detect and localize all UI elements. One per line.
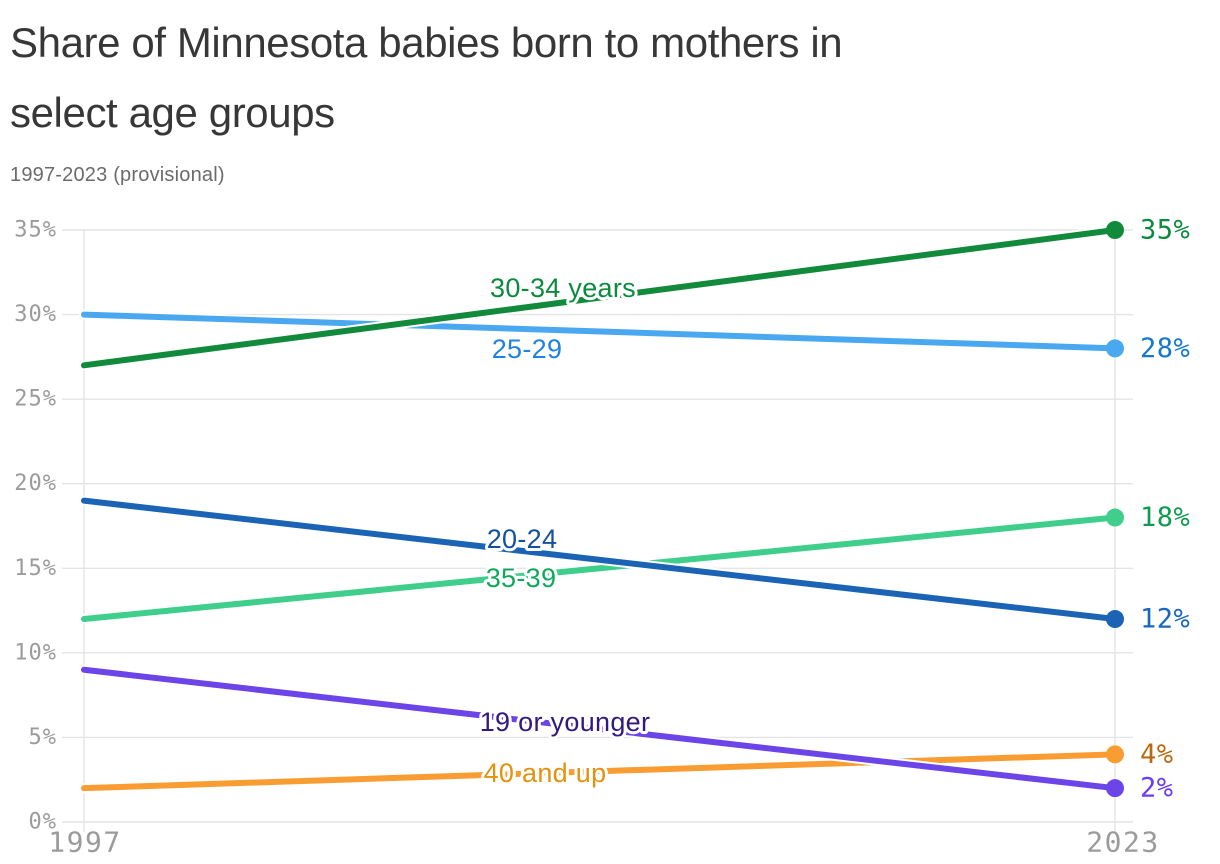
series-line-19-or-younger: [81, 666, 1118, 792]
y-tick-label-30: 30%: [14, 302, 57, 327]
series-label-40-and-up: 40 and up: [484, 758, 607, 788]
series-endpoint-dot-19-or-younger: [1106, 779, 1124, 798]
series-value-label-20-24: 12%: [1140, 604, 1190, 635]
series-lines-layer: [79, 225, 1120, 794]
series-line-35-39: [81, 514, 1118, 623]
series-labels-layer: 25-29 30-34 years 35-39 20-24 40 and up 19 or…: [477, 270, 653, 791]
series-label-19-or-younger: 19 or younger: [480, 707, 651, 737]
chart-title-line-2: select age groups: [10, 89, 335, 136]
y-tick-label-25: 25%: [14, 387, 57, 412]
series-label-35-39: 35-39: [486, 563, 557, 593]
series-endpoint-dot-20-24: [1106, 610, 1124, 629]
chart-subtitle: 1997-2023 (provisional): [10, 164, 225, 186]
chart-header: Share of Minnesota babies born to mother…: [10, 8, 843, 148]
series-value-label-30-34-years: 35%: [1140, 215, 1190, 246]
series-line-30-34-years: [81, 227, 1118, 369]
y-tick-label-5: 5%: [29, 725, 58, 750]
chart-title-line-1: Share of Minnesota babies born to mother…: [10, 19, 843, 66]
series-endpoint-dot-35-39: [1106, 508, 1124, 527]
series-line-40-and-up: [81, 751, 1118, 792]
x-tick-label-1997: 1997: [48, 826, 121, 859]
y-tick-label-10: 10%: [14, 640, 57, 665]
series-label-30-34-years: 30-34 years: [490, 273, 636, 303]
series-value-label-40-and-up: 4%: [1140, 739, 1174, 770]
series-endpoint-dot-40-and-up: [1106, 745, 1124, 764]
x-tick-label-2023: 2023: [1086, 826, 1159, 859]
series-line-25-29: [81, 311, 1118, 352]
series-endpoints-layer: 28% 35% 18% 12% 4%2%: [1106, 215, 1190, 804]
series-value-label-25-29: 28%: [1140, 333, 1190, 364]
axis-ticks-layer: 0% 5% 10% 15% 20% 25% 30% 35% 1997 2023: [14, 218, 1159, 859]
y-tick-label-20: 20%: [14, 471, 57, 496]
series-label-25-29: 25-29: [492, 334, 563, 364]
series-value-label-19-or-younger: 2%: [1140, 773, 1174, 804]
series-label-20-24: 20-24: [487, 524, 558, 554]
series-value-label-35-39: 18%: [1140, 502, 1190, 533]
series-endpoint-dot-30-34-years: [1106, 221, 1124, 239]
y-tick-label-35: 35%: [14, 218, 57, 243]
y-tick-label-0: 0%: [29, 810, 58, 835]
series-line-20-24: [81, 497, 1118, 623]
chart-title: Share of Minnesota babies born to mother…: [10, 8, 843, 148]
y-tick-label-15: 15%: [14, 556, 57, 581]
series-endpoint-dot-25-29: [1106, 339, 1124, 358]
